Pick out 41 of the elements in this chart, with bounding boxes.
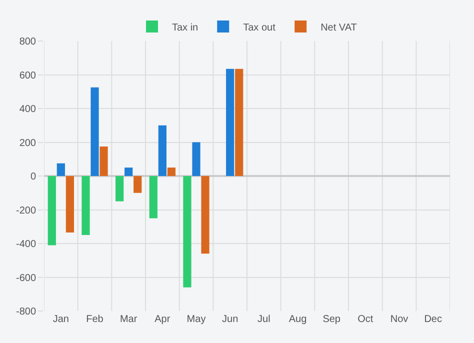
x-tick-label: Sep [322,314,341,325]
x-tick-label: Dec [424,314,442,325]
bar [124,168,133,176]
bar [100,146,108,176]
bar [90,87,99,176]
bar [192,142,200,176]
x-tick-label: Mar [120,314,138,325]
bar [235,68,244,176]
x-tick-label: Feb [86,314,104,325]
legend-label: Tax in [172,22,198,34]
bar [149,176,158,218]
bar [66,176,74,233]
x-tick-label: Jul [258,314,270,325]
bar [201,176,210,254]
legend-label: Net VAT [320,22,357,34]
y-tick-label: -600 [16,272,36,284]
bar [48,176,56,246]
x-tick-label: May [186,314,206,325]
bar [183,176,192,288]
legend-label: Tax out [243,22,276,34]
bar [158,125,166,176]
bar [167,168,176,176]
x-tick-label: Oct [358,314,374,325]
y-tick-label: -400 [16,239,36,250]
x-tick-label: Apr [154,314,171,325]
y-tick-label: 600 [19,70,36,82]
y-tick-label: 800 [19,36,36,48]
bar [134,176,142,193]
bar [82,176,90,236]
y-tick-label: -200 [16,205,36,216]
y-tick-label: 200 [19,138,36,149]
y-tick-label: 0 [30,172,36,182]
y-tick-label: 400 [19,104,36,115]
x-tick-label: Jan [52,314,69,325]
bar [56,163,65,176]
x-tick-label: Jun [222,314,238,325]
bar [116,176,124,202]
x-tick-label: Nov [390,314,408,325]
y-tick-label: -800 [16,306,36,318]
x-tick-label: Aug [288,314,307,325]
bar [226,68,234,176]
